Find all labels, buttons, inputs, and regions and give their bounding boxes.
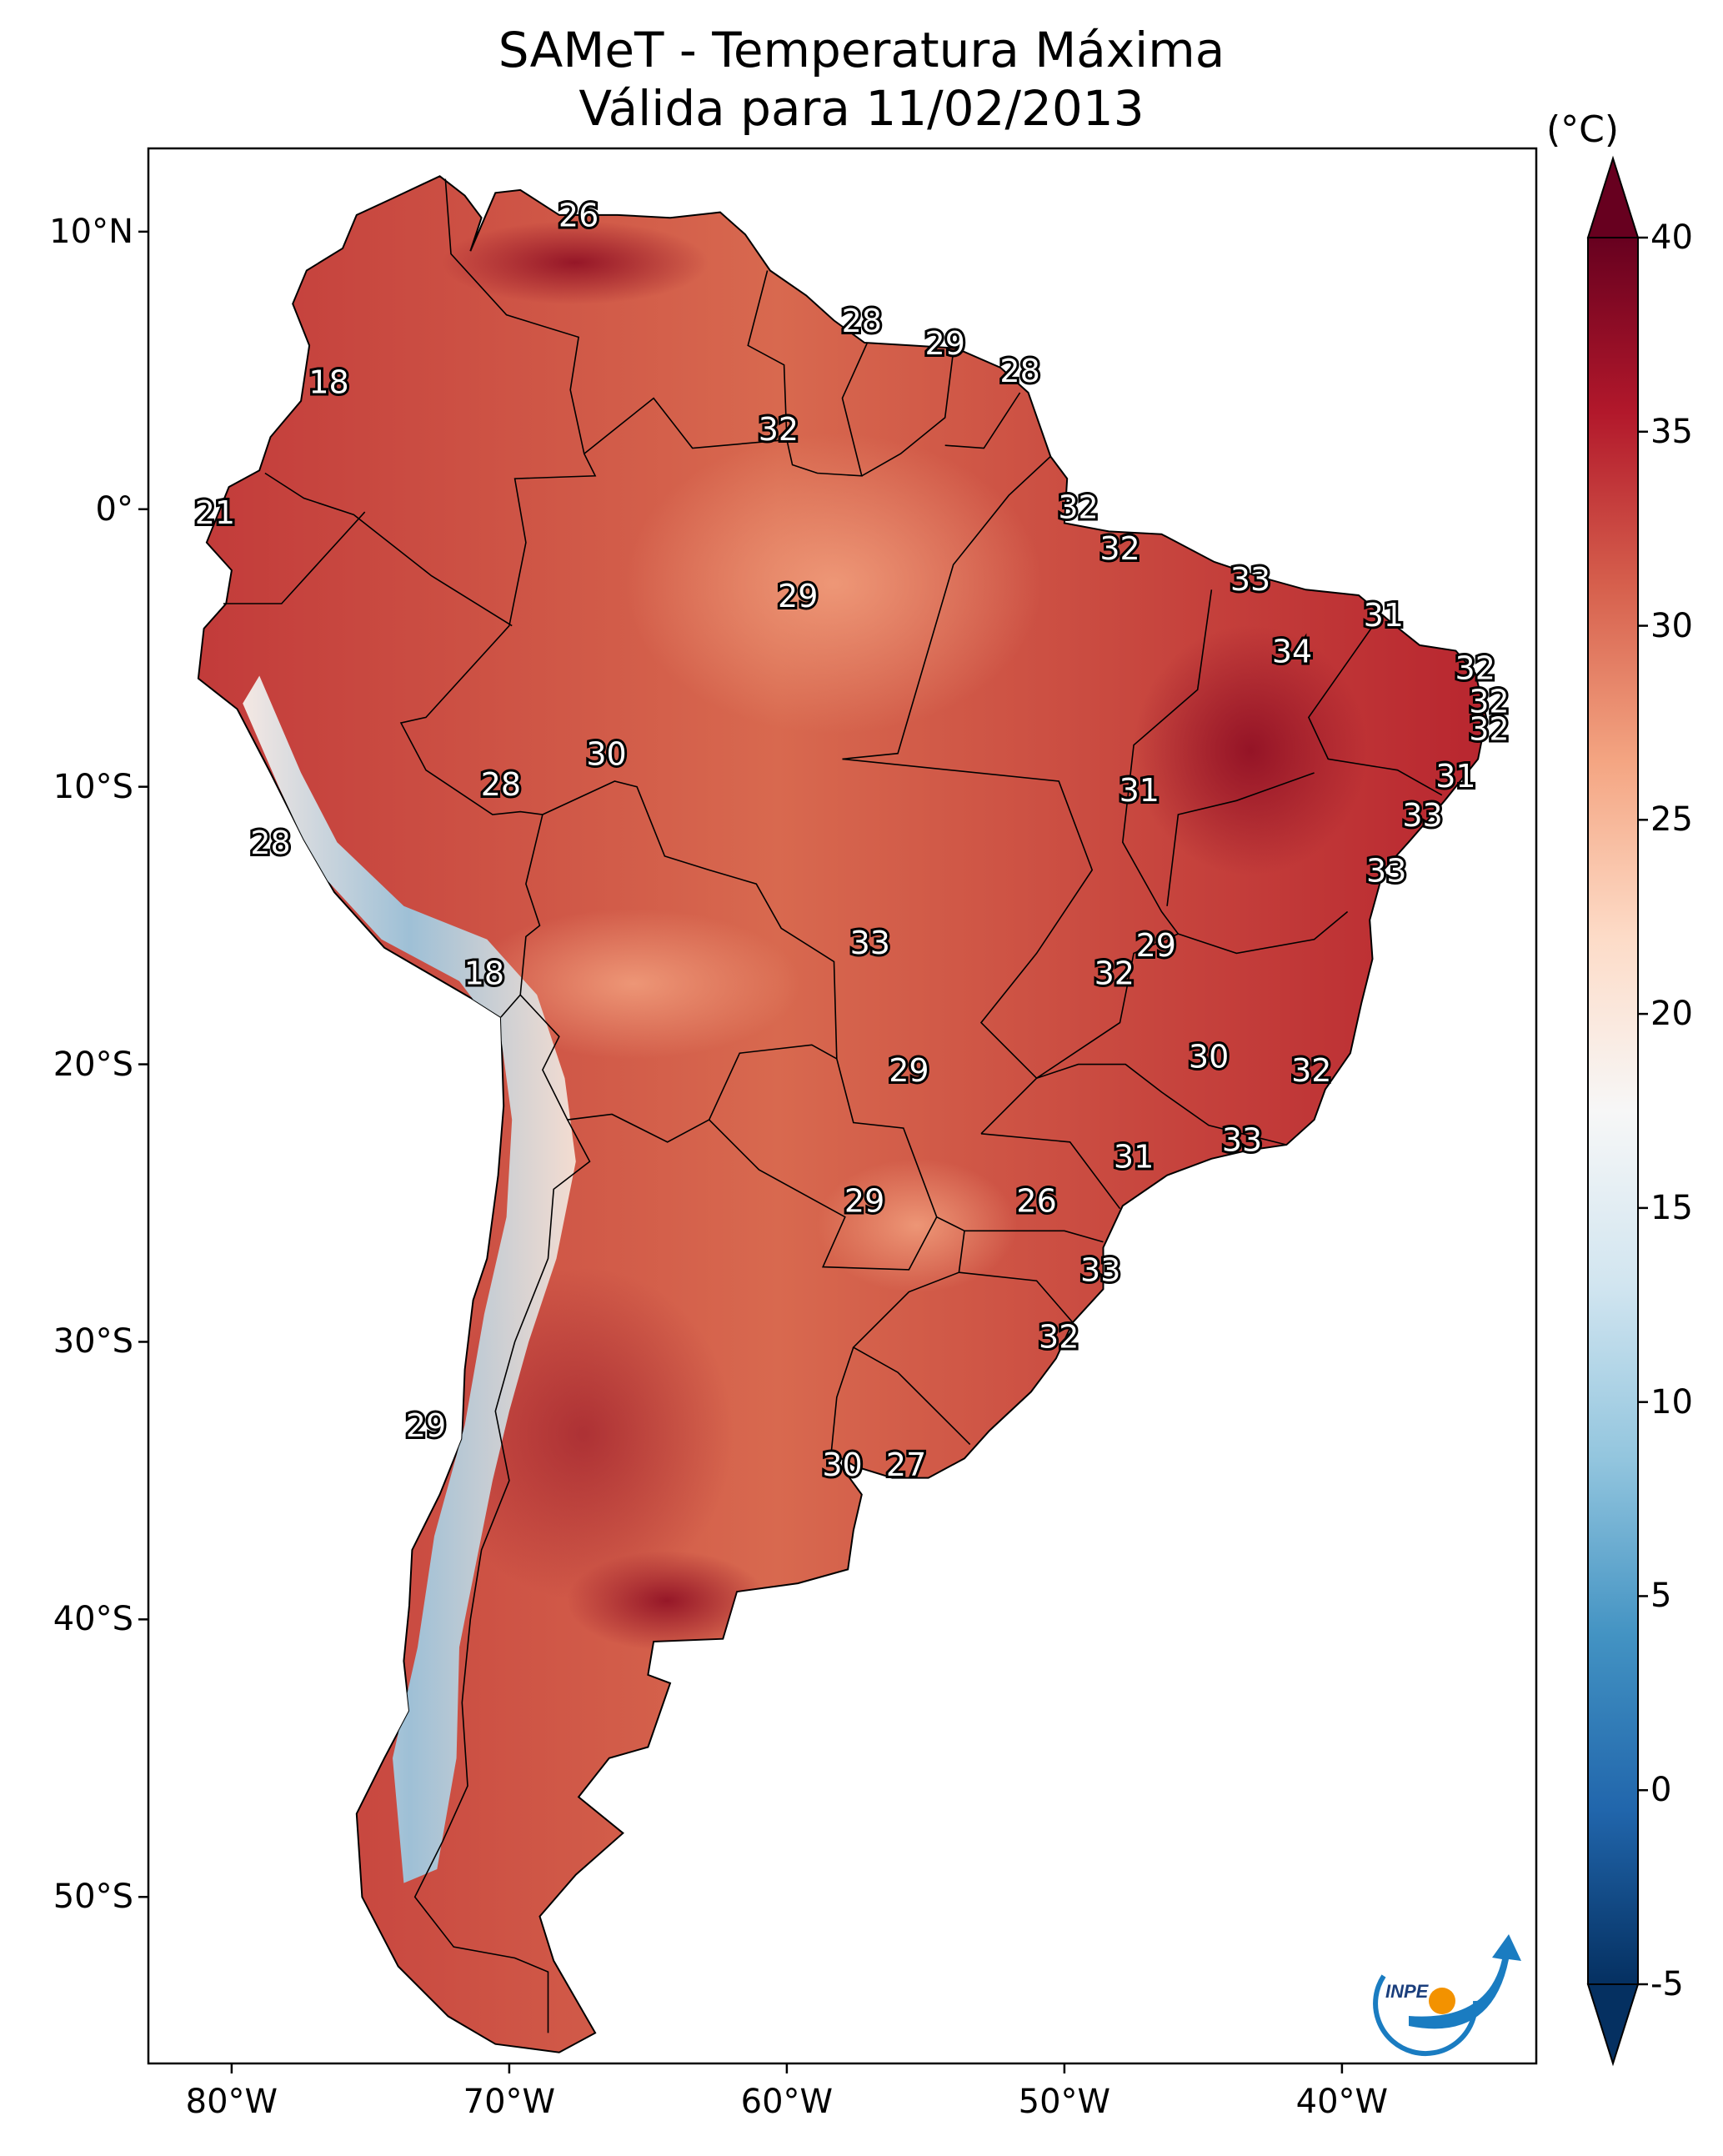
country-border: [413, 1119, 591, 2033]
lon-tick-label: 80°W: [185, 2083, 278, 2121]
country-border: [1178, 910, 1349, 955]
temperature-label: 31: [1435, 758, 1475, 795]
country-border: [223, 511, 366, 604]
temperature-label: 28: [250, 825, 290, 861]
lon-tick-label: 60°W: [740, 2083, 834, 2121]
temperature-label: 33: [1080, 1252, 1120, 1289]
logo-arrow: [1409, 1934, 1521, 2029]
temperature-label: 30: [822, 1447, 862, 1483]
temperature-label: 18: [308, 364, 348, 401]
temperature-label: 30: [586, 736, 626, 773]
temperature-label: 18: [464, 955, 504, 992]
colorbar-tick-label: 15: [1650, 1188, 1693, 1227]
temperature-label: 29: [925, 325, 965, 362]
temperature-label: 31: [1364, 597, 1404, 634]
colorbar-tick-label: 20: [1650, 995, 1693, 1034]
country-border: [830, 1346, 854, 1453]
colorbar-tick-label: 40: [1650, 218, 1693, 257]
colorbar-tick-label: 10: [1650, 1382, 1693, 1421]
country-border: [709, 1119, 938, 1271]
temperature-label: 28: [999, 353, 1039, 389]
colorbar-tick-label: 35: [1650, 412, 1693, 451]
country-border: [959, 1271, 1074, 1323]
country-border: [264, 472, 513, 627]
temperature-label: 31: [1114, 1138, 1154, 1175]
temperature-label: 29: [778, 578, 818, 614]
country-border: [980, 1133, 1121, 1210]
temperature-label: 33: [1366, 852, 1406, 889]
temperature-label: 21: [195, 494, 235, 531]
south-america-landmass: [197, 175, 1488, 2053]
lat-tick-label: 0°: [95, 489, 133, 529]
colorbar-unit: (°C): [1546, 108, 1620, 151]
lon-tick-label: 40°W: [1295, 2083, 1389, 2121]
country-border: [1307, 614, 1443, 796]
colorbar-min-arrow: [1586, 1983, 1640, 2067]
colorbar: [1586, 155, 1648, 2067]
country-border: [786, 342, 869, 477]
temperature-label: 33: [850, 925, 890, 961]
lon-tick-label: 70°W: [463, 2083, 556, 2121]
temperature-label: 34: [1272, 633, 1312, 669]
temperature-label: 26: [558, 198, 599, 234]
lat-tick-label: 40°S: [53, 1600, 133, 1639]
colorbar-tick-label: 25: [1650, 800, 1693, 840]
colorbar-max-arrow: [1586, 155, 1640, 238]
temperature-label: 26: [1016, 1183, 1056, 1220]
country-border: [444, 178, 597, 626]
temperature-label: 32: [1291, 1052, 1331, 1089]
temperature-label: 32: [759, 411, 799, 448]
temperature-label: 32: [1469, 711, 1509, 748]
inpe-logo: INPE: [1373, 1934, 1521, 2056]
lat-tick-label: 10°S: [53, 767, 133, 806]
temperature-label: 32: [1099, 530, 1139, 567]
temperature-label: 29: [889, 1052, 929, 1089]
country-border: [519, 994, 838, 1143]
temperature-label: 32: [1058, 489, 1098, 525]
temperature-label: 32: [1094, 955, 1134, 992]
country-border: [1121, 589, 1213, 935]
temperature-label: 29: [844, 1183, 884, 1220]
colorbar-tick-label: -5: [1650, 1965, 1684, 2003]
country-border: [861, 350, 954, 477]
lat-tick-label: 20°S: [53, 1045, 133, 1084]
lat-tick-label: 50°S: [53, 1878, 133, 1917]
lon-tick-label: 50°W: [1018, 2083, 1111, 2121]
country-border: [1036, 933, 1179, 1079]
temperature-label: 30: [1189, 1038, 1229, 1075]
colorbar-tick-label: 0: [1650, 1771, 1672, 1810]
logo-text: INPE: [1385, 1981, 1430, 2002]
country-border: [964, 1230, 1104, 1243]
map-subtitle: Válida para 11/02/2013: [579, 80, 1144, 137]
colorbar-tick-label: 30: [1650, 606, 1693, 645]
temperature-label: 32: [1039, 1319, 1079, 1356]
map-title: SAMeT - Temperatura Máxima: [498, 22, 1225, 78]
lat-tick-label: 10°N: [49, 212, 133, 251]
country-border: [1036, 1063, 1287, 1146]
temperature-label: 29: [406, 1407, 446, 1444]
logo-sun: [1429, 1988, 1455, 2014]
country-border: [944, 392, 1021, 449]
country-border: [500, 814, 543, 1018]
country-border: [842, 455, 1051, 760]
temperature-label: 33: [1402, 797, 1442, 834]
country-border: [1166, 772, 1315, 906]
temperature-label: 33: [1222, 1121, 1262, 1158]
colorbar-bar: [1587, 237, 1639, 1985]
temperature-label: 33: [1230, 561, 1270, 598]
country-borders: [223, 178, 1443, 2033]
temperature-label: 31: [1119, 772, 1160, 809]
temperature-label: 32: [1455, 649, 1495, 686]
colorbar-tick-label: 5: [1650, 1577, 1672, 1616]
temperature-label: 28: [842, 303, 882, 339]
temperature-label: 27: [886, 1447, 926, 1483]
temperature-label: 29: [1136, 927, 1176, 964]
logo-ring: [1373, 1974, 1479, 2056]
temperature-label: 32: [1469, 683, 1509, 720]
temperature-label: 28: [481, 766, 521, 803]
lat-tick-label: 30°S: [53, 1322, 133, 1361]
